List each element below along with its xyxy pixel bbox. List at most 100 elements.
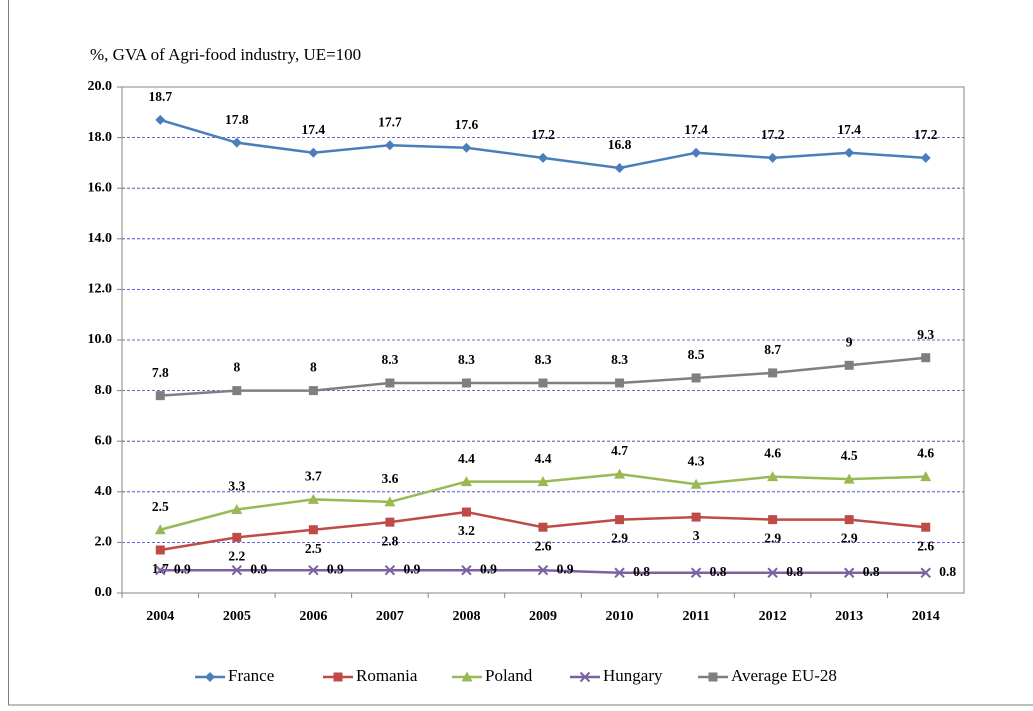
data-label: 0.9	[174, 561, 191, 576]
data-point	[538, 522, 548, 532]
data-point	[767, 471, 779, 482]
data-point	[308, 565, 319, 576]
legend-marker	[461, 671, 473, 682]
data-point	[920, 471, 932, 482]
data-label: 17.7	[378, 114, 402, 129]
data-label: 2.2	[228, 548, 245, 563]
data-point	[615, 378, 625, 388]
legend-label: Romania	[356, 666, 418, 685]
data-label: 2.6	[535, 538, 552, 553]
data-point	[844, 147, 855, 158]
data-label: 2.9	[841, 531, 858, 546]
data-point	[154, 524, 166, 535]
y-tick-label: 6.0	[95, 433, 113, 448]
data-label: 3.7	[305, 468, 322, 483]
data-point	[461, 507, 471, 517]
data-point	[690, 478, 702, 489]
data-label: 4.4	[458, 451, 475, 466]
legend-label: France	[228, 666, 274, 685]
data-point	[231, 504, 243, 515]
data-label: 3.3	[228, 479, 245, 494]
data-point	[614, 567, 625, 578]
data-point	[385, 378, 395, 388]
data-label: 17.2	[914, 127, 938, 142]
data-point	[537, 476, 549, 487]
data-label: 0.9	[480, 561, 497, 576]
x-tick-label: 2008	[452, 609, 480, 624]
y-axis-label: %, GVA of Agri-food industry, UE=100	[90, 45, 361, 64]
data-point	[921, 522, 931, 532]
data-label: 0.8	[710, 564, 727, 579]
data-point	[461, 378, 471, 388]
data-point	[843, 567, 855, 578]
x-tick-label: 2009	[529, 609, 557, 624]
data-label: 8.3	[611, 352, 628, 367]
data-label: 9	[846, 334, 853, 349]
data-point	[920, 567, 931, 578]
data-label: 8.3	[381, 352, 398, 367]
data-label: 8.7	[764, 342, 781, 357]
data-label: 2.6	[917, 538, 934, 553]
data-point	[614, 162, 625, 173]
data-label: 17.8	[225, 112, 249, 127]
data-point	[921, 353, 931, 363]
data-point	[384, 496, 396, 507]
legend-marker	[205, 672, 215, 682]
data-label: 4.3	[688, 453, 705, 468]
y-tick-label: 18.0	[88, 130, 113, 145]
data-point	[844, 515, 854, 525]
x-tick-label: 2012	[759, 609, 787, 624]
data-point	[920, 152, 931, 163]
data-point	[155, 114, 166, 125]
data-point	[155, 545, 165, 555]
data-point	[231, 565, 243, 576]
data-point	[155, 565, 166, 576]
y-tick-label: 2.0	[95, 535, 113, 550]
data-label: 0.8	[863, 564, 880, 579]
data-point	[690, 567, 702, 578]
x-tick-label: 2006	[299, 609, 327, 624]
data-point	[767, 567, 778, 578]
y-tick-label: 20.0	[88, 79, 113, 94]
data-label: 8	[233, 360, 240, 375]
data-point	[384, 565, 396, 576]
data-point	[843, 473, 855, 484]
data-label: 8.5	[688, 347, 705, 362]
data-point	[231, 137, 242, 148]
data-label: 4.4	[535, 451, 552, 466]
data-label: 8	[310, 360, 317, 375]
data-point	[767, 152, 778, 163]
x-tick-label: 2005	[223, 609, 251, 624]
legend-label: Poland	[485, 666, 533, 685]
data-label: 0.8	[633, 564, 650, 579]
data-label: 0.9	[327, 561, 344, 576]
legend-marker	[333, 672, 343, 682]
data-label: 17.4	[837, 122, 861, 137]
data-label: 17.2	[761, 127, 785, 142]
y-tick-label: 12.0	[88, 282, 113, 297]
x-tick-label: 2007	[376, 609, 404, 624]
data-point	[768, 515, 778, 525]
data-label: 1.7	[152, 561, 169, 576]
x-tick-label: 2013	[835, 609, 863, 624]
data-point	[308, 525, 318, 535]
data-label: 0.9	[557, 561, 574, 576]
data-label: 0.8	[786, 564, 803, 579]
data-label: 0.9	[403, 561, 420, 576]
y-tick-label: 16.0	[88, 180, 113, 195]
data-label: 4.6	[764, 446, 781, 461]
y-tick-label: 10.0	[88, 332, 113, 347]
data-label: 17.4	[302, 122, 326, 137]
data-point	[155, 391, 165, 401]
data-point	[307, 493, 319, 504]
legend-marker	[708, 672, 718, 682]
data-label: 3.6	[381, 471, 398, 486]
plot-area	[121, 86, 965, 594]
data-point	[537, 565, 549, 576]
data-label: 0.8	[939, 564, 956, 579]
data-point	[691, 147, 702, 158]
data-label: 2.9	[764, 531, 781, 546]
x-tick-label: 2010	[606, 609, 634, 624]
